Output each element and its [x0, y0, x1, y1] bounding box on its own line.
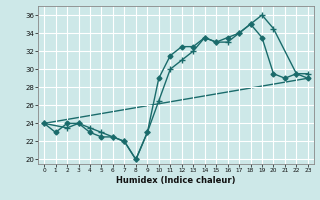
- X-axis label: Humidex (Indice chaleur): Humidex (Indice chaleur): [116, 176, 236, 185]
